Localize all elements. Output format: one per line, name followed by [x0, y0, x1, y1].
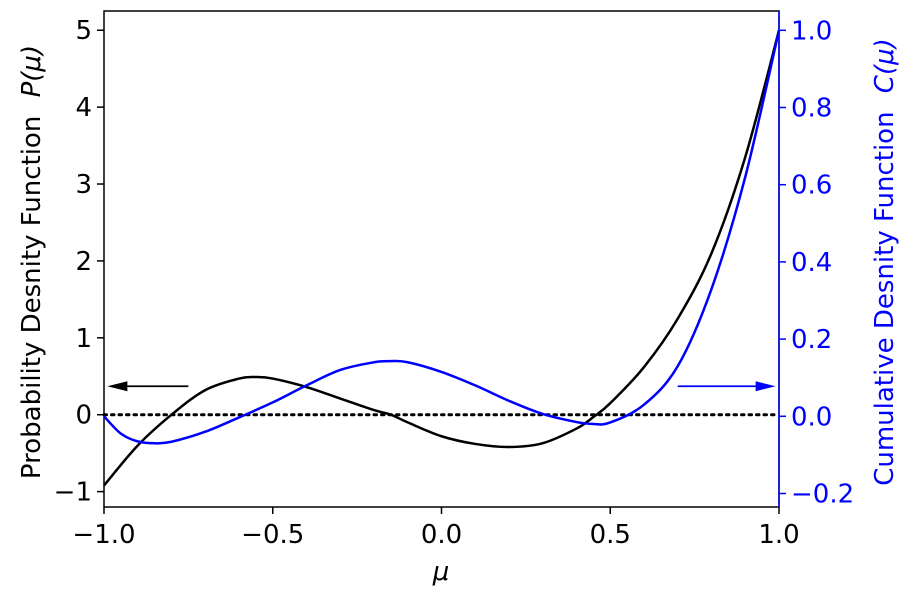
x-tick-label: 0.0	[421, 520, 462, 550]
left-y-axis-label-symbol: P(μ)	[17, 45, 47, 98]
right-y-tick-label: 0.2	[791, 325, 832, 355]
left-y-axis-label: Probability Desnity Function P(μ)	[17, 45, 47, 479]
x-tick-label: −1.0	[72, 520, 135, 550]
left-y-axis-label-text: Probability Desnity Function	[17, 116, 47, 479]
x-tick-label: −0.5	[241, 520, 304, 550]
x-axis-label: μ	[432, 557, 450, 587]
right-y-axis-label-text: Cumulative Desnity Function	[870, 111, 900, 485]
x-axis-ticks: −1.0 −0.5 0.0 0.5 1.0	[72, 507, 800, 550]
right-y-axis-label-symbol: C(μ)	[870, 38, 900, 93]
arrow-head	[755, 381, 776, 392]
right-y-tick-label: 1.0	[791, 16, 832, 46]
left-y-tick-label: 1	[75, 324, 92, 354]
x-tick-label: 1.0	[758, 520, 799, 550]
left-y-tick-label: −1	[54, 478, 92, 508]
left-y-tick-label: 0	[75, 401, 92, 431]
right-y-axis-label: Cumulative Desnity Function C(μ)	[870, 38, 900, 486]
left-axis-arrow	[107, 381, 189, 392]
right-y-tick-label: 0.4	[791, 248, 832, 278]
arrow-head	[107, 381, 128, 392]
right-axis-arrow	[677, 381, 776, 392]
right-y-tick-label: 0.8	[791, 93, 832, 123]
right-y-tick-label: 0.6	[791, 171, 832, 201]
left-y-axis-ticks: −1 0 1 2 3 4 5	[54, 16, 104, 508]
x-tick-label: 0.5	[590, 520, 631, 550]
left-y-tick-label: 2	[75, 247, 92, 277]
left-y-tick-label: 3	[75, 170, 92, 200]
left-y-tick-label: 4	[75, 93, 92, 123]
series-layer	[103, 29, 781, 487]
right-y-axis-ticks: −0.2 0.0 0.2 0.4 0.6 0.8 1.0	[779, 16, 854, 509]
cdf-series-line	[103, 30, 781, 445]
right-y-tick-label: −0.2	[791, 479, 854, 509]
right-y-tick-label: 0.0	[791, 402, 832, 432]
pdf-series-line	[103, 29, 781, 487]
annotations	[107, 381, 776, 392]
left-y-tick-label: 5	[75, 16, 92, 46]
